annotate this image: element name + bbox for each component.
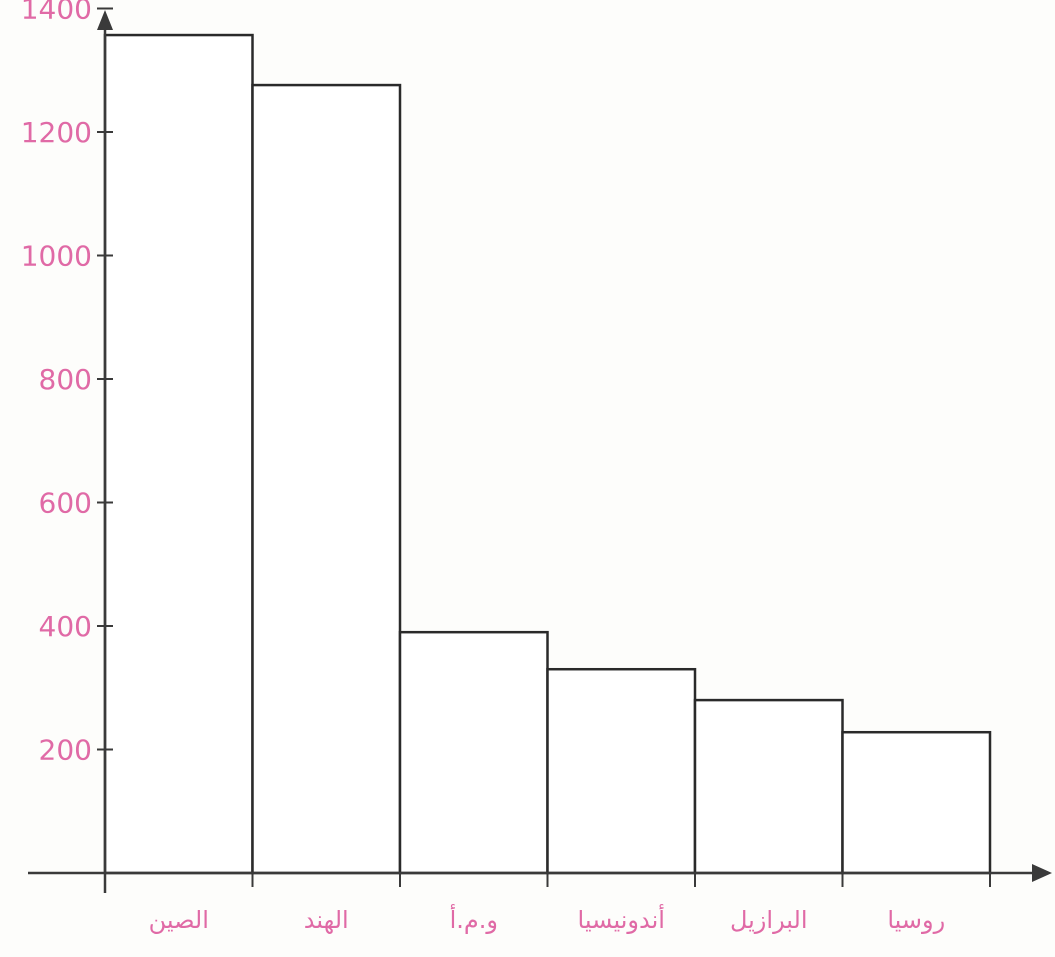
bar-5 <box>841 730 992 875</box>
y-tick-label-1000: 1000 <box>21 240 92 273</box>
x-tick-label-2: و.م.أ <box>450 904 498 934</box>
x-tick-label-5: روسيا <box>887 906 945 934</box>
y-tick-label-1200: 1200 <box>21 116 92 149</box>
y-tick-label-200: 200 <box>39 734 92 767</box>
bar-0 <box>103 33 254 875</box>
bar-1 <box>251 83 402 875</box>
bars-layer <box>103 33 992 875</box>
x-axis-arrow <box>1032 864 1052 882</box>
ticks-layer: 200 400 600 800 1000 1200 1400 الصين الهند و.م.أ أ… <box>21 0 991 934</box>
y-axis-arrow <box>97 10 113 30</box>
x-tick-label-3: أندونيسيا <box>578 904 665 934</box>
bar-2 <box>398 630 549 875</box>
y-tick-label-600: 600 <box>39 487 92 520</box>
y-tick-label-800: 800 <box>39 363 92 396</box>
y-tick-label-1400: 1400 <box>21 0 92 26</box>
y-tick-label-400: 400 <box>39 610 92 643</box>
x-tick-label-1: الهند <box>304 906 349 934</box>
bar-4 <box>693 698 844 875</box>
x-tick-label-0: الصين <box>149 906 209 934</box>
x-tick-label-4: البرازيل <box>730 906 808 934</box>
bar-3 <box>546 667 697 875</box>
